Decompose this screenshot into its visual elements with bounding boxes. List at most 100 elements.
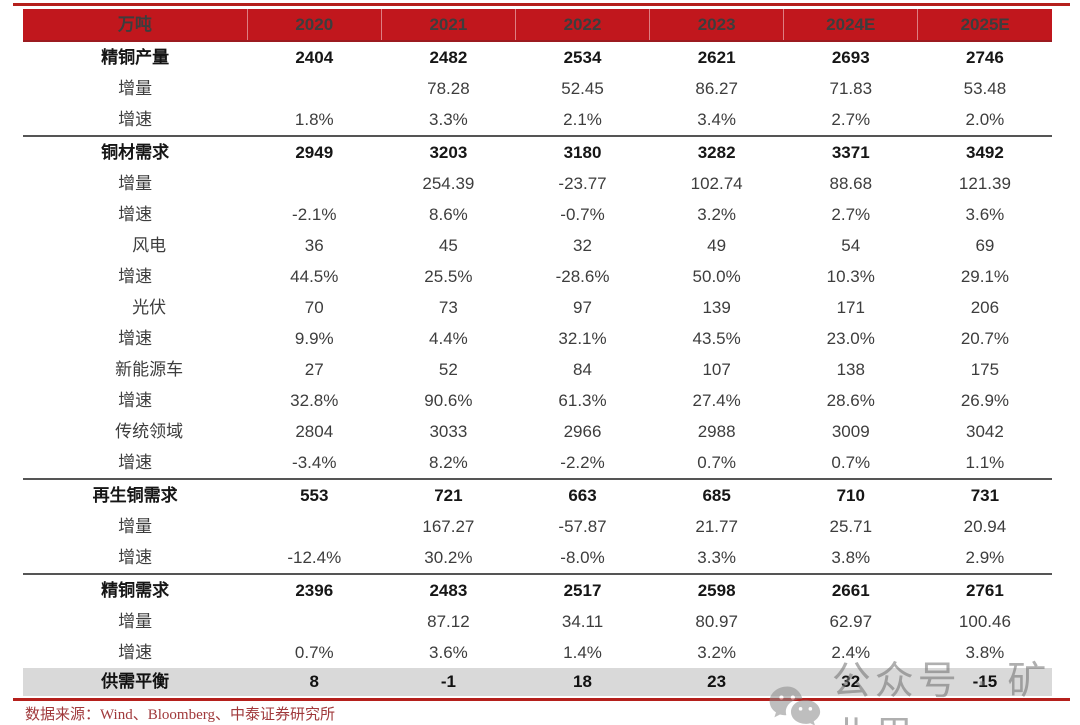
table-row-18: 增量 87.12 34.11 80.97 62.97 100.46 [23, 606, 1052, 637]
table-cell: 685 [702, 486, 731, 505]
table-row-12: 传统领域 2804 3033 2966 2988 3009 3042 [23, 416, 1052, 447]
row-label: 新能源车 [115, 360, 184, 379]
table-row-9: 增速 9.9% 4.4% 32.1% 43.5% 23.0% 20.7% [23, 323, 1052, 354]
table-cell: 3.2% [697, 205, 737, 224]
table-cell: 0.7% [294, 643, 334, 662]
table-cell: 107 [702, 360, 731, 379]
table-cell: 32 [573, 236, 592, 255]
table-cell: 2.7% [831, 205, 871, 224]
table-cell: 0.7% [649, 447, 784, 480]
table-cell: 206 [970, 298, 1000, 317]
table-cell: 3203 [429, 143, 468, 162]
table-cell [247, 168, 381, 199]
table-row-5: 增速 -2.1% 8.6% -0.7% 3.2% 2.7% 3.6% [23, 199, 1052, 230]
column-header-2020: 2020 [246, 9, 382, 42]
table-cell: 97 [573, 298, 592, 317]
table-cell: 30.2% [381, 542, 516, 575]
table-cell: 2598 [697, 581, 736, 600]
table-cell: 45 [438, 236, 458, 255]
table-cell: 3282 [697, 143, 736, 162]
table-cell: 3042 [966, 422, 1004, 441]
table-cell: 8.2% [381, 447, 516, 480]
table-cell: 138 [836, 360, 865, 379]
table-row-11: 增速 32.8% 90.6% 61.3% 27.4% 28.6% 26.9% [23, 385, 1052, 416]
table-cell: 3009 [831, 422, 870, 441]
row-label: 增量 [118, 517, 153, 536]
table-row-10: 新能源车 27 52 84 107 138 175 [23, 354, 1052, 385]
table-cell [247, 511, 381, 542]
table-cell: 73 [438, 298, 458, 317]
table-row-20: 供需平衡 8 -1 18 23 32 -15 [23, 668, 1052, 696]
table-cell: 43.5% [692, 329, 741, 348]
table-cell: 2.7% [783, 104, 918, 137]
table-cell: -0.7% [560, 205, 605, 224]
row-label: 增速 [23, 542, 248, 575]
table-cell: 2404 [295, 48, 334, 67]
table-cell: 2.4% [831, 643, 871, 662]
column-header-2025e: 2025E [917, 9, 1052, 42]
table-cell: 87.12 [427, 612, 470, 631]
table-cell: 2949 [295, 143, 334, 162]
table-cell: 3.8% [783, 542, 918, 575]
table-cell: 49 [707, 236, 727, 255]
bottom-red-rule [13, 698, 1070, 701]
table-cell: 23.0% [826, 329, 875, 348]
table-cell: 2804 [295, 422, 334, 441]
table-cell: 2482 [429, 48, 468, 67]
table-cell: 1.4% [563, 643, 602, 662]
table-row-14: 再生铜需求 553 721 663 685 710 731 [23, 479, 1052, 511]
table-cell: 3.3% [381, 104, 516, 137]
table-cell: 62.97 [829, 612, 873, 631]
table-cell: 61.3% [558, 391, 607, 410]
table-cell: 32 [783, 668, 918, 696]
row-label: 增量 [118, 174, 153, 193]
table-cell: 71.83 [829, 79, 873, 98]
table-row-1: 增量 78.28 52.45 86.27 71.83 53.48 [23, 73, 1052, 104]
table-cell: 2746 [966, 48, 1004, 67]
table-cell: 27 [304, 360, 324, 379]
table-cell: -1 [381, 668, 516, 696]
table-cell: -15 [917, 668, 1052, 696]
table-cell: -2.2% [515, 447, 650, 480]
table-cell: 139 [702, 298, 731, 317]
table-header-row: 万吨 2020 2021 2022 2023 2024E 2025E [23, 9, 1052, 42]
table-cell: 3.4% [649, 104, 784, 137]
table-cell: 100.46 [958, 612, 1011, 631]
table-cell: 32.8% [290, 391, 339, 410]
table-cell: 44.5% [290, 267, 339, 286]
table-cell: 0.7% [783, 447, 918, 480]
row-label: 增速 [23, 104, 248, 137]
table-cell: 553 [300, 486, 329, 505]
table-cell: 28.6% [826, 391, 875, 410]
table-cell: -12.4% [247, 542, 382, 575]
table-cell: 2761 [966, 581, 1004, 600]
table-cell: 2483 [429, 581, 468, 600]
table-cell: 8.6% [429, 205, 468, 224]
table-cell: 80.97 [695, 612, 738, 631]
table-cell: 4.4% [429, 329, 468, 348]
row-label: 供需平衡 [23, 668, 248, 696]
table-cell: 52 [438, 360, 458, 379]
table-cell: 167.27 [422, 517, 475, 536]
table-cell: 2.0% [917, 104, 1052, 137]
table-cell: -3.4% [247, 447, 382, 480]
row-label: 增量 [118, 79, 153, 98]
table-cell: 32.1% [558, 329, 607, 348]
column-header-2024e: 2024E [783, 9, 918, 42]
table-row-8: 光伏 70 73 97 139 171 206 [23, 292, 1052, 323]
table-cell: 34.11 [561, 612, 604, 631]
table-cell: 54 [841, 236, 861, 255]
table-cell: -57.87 [558, 517, 607, 536]
table-cell: 3371 [831, 143, 870, 162]
row-label: 风电 [132, 236, 167, 255]
table-cell: 3.8% [965, 643, 1005, 662]
table-cell: 21.77 [695, 517, 738, 536]
top-red-rule [13, 3, 1070, 6]
table-cell: 2693 [831, 48, 870, 67]
table-cell: 88.68 [829, 174, 873, 193]
table-cell: 2396 [295, 581, 334, 600]
table-cell: 2.9% [917, 542, 1052, 575]
table-cell [247, 73, 381, 104]
table-cell: 3180 [563, 143, 602, 162]
table-row-2: 增速 1.8% 3.3% 2.1% 3.4% 2.7% 2.0% [23, 104, 1052, 137]
